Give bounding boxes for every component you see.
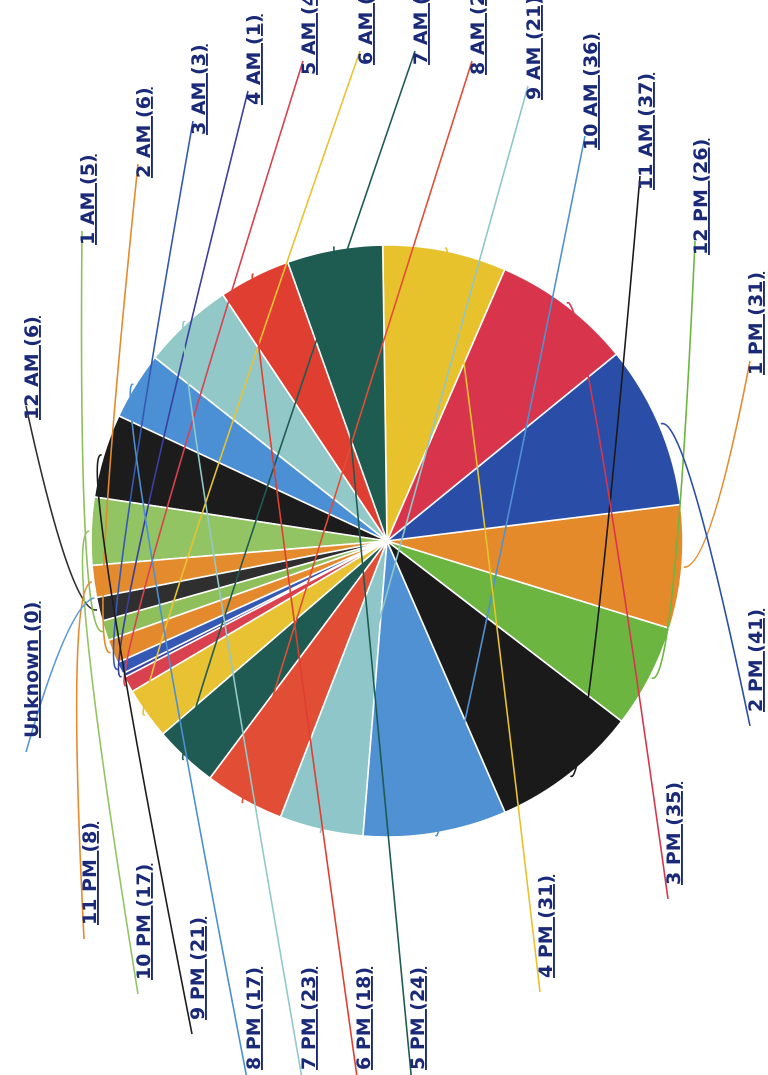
pie-slice-1-pm — [386, 503, 684, 630]
slice-label-10-pm: 10 PM (17) — [133, 864, 155, 980]
slice-label-1-pm: 1 PM (31) — [745, 272, 767, 375]
leader-line-2-pm — [660, 422, 751, 727]
slice-label-4-pm: 4 PM (31) — [535, 875, 557, 978]
slice-label-3-am: 3 AM (3) — [188, 44, 210, 135]
leader-line-6-pm — [251, 273, 358, 1075]
slice-label-3-pm: 3 PM (35) — [663, 782, 685, 885]
slice-label-unknown: Unknown (0) — [21, 602, 43, 738]
slice-label-2-pm: 2 PM (41) — [745, 609, 767, 712]
pie-slice-11-am — [385, 538, 623, 814]
pie-slice-3-pm — [386, 268, 618, 542]
pie-slices — [90, 244, 684, 838]
slice-label-9-pm: 9 PM (21) — [187, 917, 209, 1020]
leader-line-11-am — [569, 175, 641, 778]
leader-line-9-pm — [96, 454, 193, 1035]
slice-label-8-am: 8 AM (20) — [467, 0, 489, 75]
slice-label-7-pm: 7 PM (23) — [298, 967, 320, 1070]
leader-line-12-am — [25, 405, 98, 611]
leader-line-6-am — [142, 50, 361, 716]
leader-line-11-pm — [75, 581, 93, 940]
leader-line-1-pm — [683, 360, 751, 569]
slice-label-8-pm: 8 PM (17) — [243, 967, 265, 1070]
leader-lines — [25, 50, 751, 1075]
slice-labels: 12 AM (6) 1 AM (5) 2 AM (6) 3 AM (3) 4 AM (1… — [21, 0, 767, 1070]
pie-slice-10-am — [362, 540, 507, 838]
leader-line-4-am — [117, 90, 249, 678]
leader-line-10-am — [435, 135, 586, 837]
leader-line-9-am — [319, 85, 529, 834]
leader-line-3-am — [112, 120, 194, 671]
leader-line-7-am — [181, 50, 416, 761]
slice-label-9-am: 9 AM (21) — [523, 0, 545, 100]
leader-line-5-pm — [333, 246, 412, 1075]
slice-label-4-am: 4 AM (1) — [243, 14, 265, 105]
slice-label-5-pm: 5 PM (24) — [407, 967, 429, 1070]
slice-label-7-am: 7 AM (16) — [410, 0, 432, 65]
leader-line-3-pm — [566, 301, 669, 900]
pie-slice-2-pm — [384, 352, 682, 543]
leader-line-10-pm — [81, 530, 139, 995]
pie-slice-4-pm — [381, 244, 506, 542]
slice-label-6-pm: 6 PM (18) — [353, 967, 375, 1070]
slice-label-12-am: 12 AM (6) — [21, 316, 43, 420]
slice-label-2-am: 2 AM (6) — [133, 87, 155, 178]
slice-label-10-am: 10 AM (36) — [580, 33, 602, 150]
leader-line-8-am — [241, 60, 473, 804]
slice-label-6-am: 6 AM (13) — [355, 0, 377, 65]
leader-line-unknown — [25, 597, 95, 753]
slice-label-5-am: 5 AM (4) — [298, 0, 320, 75]
leader-line-12-pm — [651, 240, 696, 679]
leader-line-8-pm — [129, 383, 248, 1075]
slice-label-11-am: 11 AM (37) — [635, 73, 657, 190]
slice-label-12-pm: 12 PM (26) — [690, 139, 712, 255]
slice-label-11-pm: 11 PM (8) — [79, 822, 101, 925]
leader-line-7-pm — [182, 320, 303, 1075]
slice-label-1-am: 1 AM (5) — [77, 154, 99, 245]
leader-line-2-am — [102, 163, 139, 654]
leader-line-4-pm — [444, 247, 541, 993]
